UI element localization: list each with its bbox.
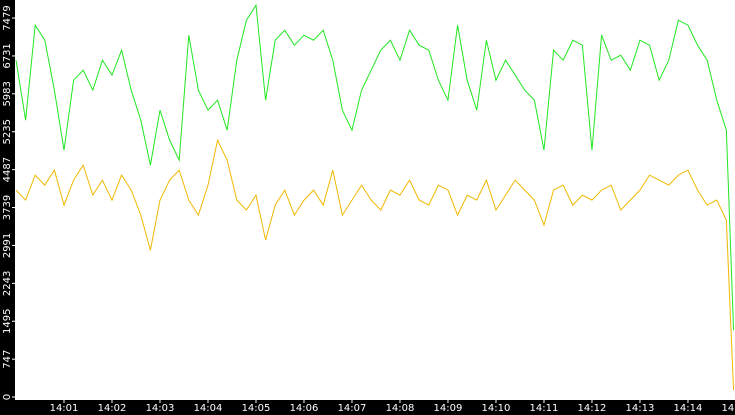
y-tick-label: 2243 bbox=[2, 271, 13, 296]
x-tick-label: 14:05 bbox=[242, 403, 271, 414]
x-tick-label: 14:09 bbox=[434, 403, 463, 414]
x-tick-label: 14:07 bbox=[338, 403, 367, 414]
x-axis-strip bbox=[0, 400, 735, 415]
x-tick-label: 14:03 bbox=[146, 403, 175, 414]
y-tick-label: 747 bbox=[2, 350, 13, 369]
y-axis-strip bbox=[0, 0, 15, 415]
x-tick-label: 14:11 bbox=[530, 403, 559, 414]
x-tick-label: 14:10 bbox=[482, 403, 511, 414]
y-tick-label: 7479 bbox=[2, 5, 13, 30]
series-line bbox=[15, 3, 735, 331]
y-tick-label: 6731 bbox=[2, 43, 13, 68]
x-tick-label: 14:06 bbox=[290, 403, 319, 414]
x-tick-label: 14:02 bbox=[98, 403, 127, 414]
x-tick-label: 14:04 bbox=[194, 403, 223, 414]
y-tick-label: 1495 bbox=[2, 309, 13, 334]
x-tick-label: 14:01 bbox=[50, 403, 79, 414]
y-tick-label: 4487 bbox=[2, 157, 13, 182]
y-tick-label: 5983 bbox=[2, 81, 13, 106]
x-tick-label: 14:13 bbox=[626, 403, 655, 414]
x-tick-label: 14:15 bbox=[722, 403, 735, 414]
y-tick-label: 3739 bbox=[2, 195, 13, 220]
series-line bbox=[15, 138, 735, 391]
y-tick-label: 2991 bbox=[2, 233, 13, 258]
x-tick-label: 14:14 bbox=[674, 403, 703, 414]
x-tick-label: 14:12 bbox=[578, 403, 607, 414]
y-tick-label: 5235 bbox=[2, 119, 13, 144]
x-tick-label: 14:08 bbox=[386, 403, 415, 414]
y-tick-label: 0 bbox=[2, 394, 13, 400]
